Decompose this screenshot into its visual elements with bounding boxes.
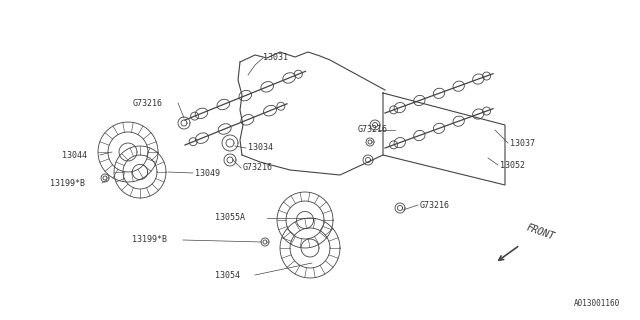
Text: G73216: G73216 xyxy=(358,125,388,134)
Text: 13199*B: 13199*B xyxy=(50,179,85,188)
Text: 13044: 13044 xyxy=(62,150,87,159)
Text: G73216: G73216 xyxy=(243,164,273,172)
Text: G73216: G73216 xyxy=(420,201,450,210)
Text: A013001160: A013001160 xyxy=(573,299,620,308)
Text: FRONT: FRONT xyxy=(525,222,556,242)
Text: 13052: 13052 xyxy=(500,161,525,170)
Text: 13054: 13054 xyxy=(215,270,240,279)
Text: 13031: 13031 xyxy=(263,53,288,62)
Text: 13049: 13049 xyxy=(195,169,220,178)
Text: G73216: G73216 xyxy=(133,99,163,108)
Text: 13199*B: 13199*B xyxy=(132,236,167,244)
Text: 13034: 13034 xyxy=(248,143,273,153)
Text: 13055A: 13055A xyxy=(215,213,245,222)
Text: 13037: 13037 xyxy=(510,139,535,148)
